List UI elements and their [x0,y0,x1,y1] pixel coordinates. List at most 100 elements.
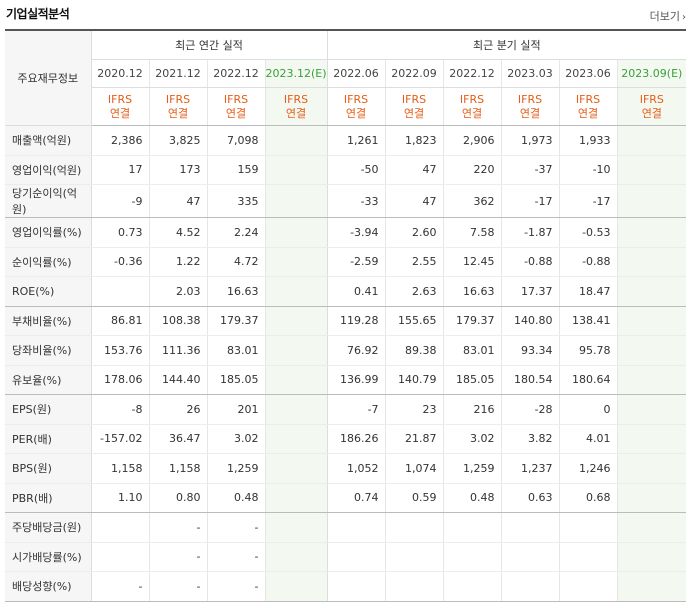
table-cell: 0.48 [206,483,265,513]
table-cell: 111.36 [148,335,207,366]
table-cell [616,155,687,185]
accounting-standard-type: IFRS [639,92,664,106]
table-cell: 86.81 [91,306,149,336]
table-cell: -0.88 [558,247,618,277]
accounting-standard-scope: 연결 [285,106,307,120]
accounting-standard-type: IFRS [517,92,543,106]
row-label: 당기순이익(억원) [5,184,92,218]
table-cell: -8 [91,394,149,425]
table-cell [616,571,687,602]
accounting-standard-scope: 연결 [109,106,131,120]
table-cell [384,542,444,572]
label-column-header: 주요재무정보 [5,29,92,126]
accounting-standard-type: IFRS [343,92,369,106]
table-cell: 0.59 [384,483,444,513]
table-cell: 185.05 [442,365,502,395]
row-label: 당좌비율(%) [5,335,92,366]
period-header: 2020.12 [91,59,149,88]
table-row: 부채비율(%) 86.81 108.38 179.37 119.28 155.65 179.… [5,306,687,336]
table-cell: 179.37 [442,306,502,336]
table-cell: 335 [206,184,265,218]
row-label: 부채비율(%) [5,306,92,336]
table-cell: -0.36 [91,247,149,277]
row-label: ROE(%) [5,276,92,307]
table-cell: 4.72 [206,247,265,277]
table-cell: 0.80 [148,483,207,513]
accounting-standard-scope: 연결 [167,106,189,120]
table-cell: 362 [442,184,502,218]
table-cell: 140.80 [500,306,560,336]
table-cell: 3.02 [442,424,502,454]
table-row: 유보율(%) 178.06 144.40 185.05 136.99 140.79 185.… [5,365,687,395]
table-cell: 178.06 [91,365,149,395]
table-cell: - [206,512,265,543]
table-cell [616,424,687,454]
table-cell: 4.52 [148,217,207,248]
table-cell: 47 [148,184,207,218]
table-cell: 108.38 [148,306,207,336]
period-header: 2022.06 [326,59,386,88]
table-cell: 4.01 [558,424,618,454]
table-cell [264,125,328,156]
table-cell: 1.10 [91,483,149,513]
table-cell: 140.79 [384,365,444,395]
table-cell: 180.64 [558,365,618,395]
accounting-standard: IFRS 연결 [91,87,149,126]
table-cell: 3.02 [206,424,265,454]
table-row: 당기순이익(억원) -9 47 335 -33 47 362 -17 -17 [5,184,687,218]
table-cell [616,365,687,395]
financial-summary-widget: 기업실적분석 더보기 › 주요재무정보 최근 연간 실적 최근 분기 실적 2020.1… [5,7,687,602]
table-cell [616,483,687,513]
table-cell: 36.47 [148,424,207,454]
accounting-standard: IFRS 연결 [442,87,502,126]
more-link-label[interactable]: 더보기 [649,10,680,23]
row-label: EPS(원) [5,394,92,425]
table-row: 영업이익(억원) 17 173 159 -50 47 220 -37 -10 [5,155,687,185]
table-cell: 220 [442,155,502,185]
period-header: 2023.03 [500,59,560,88]
table-cell [326,571,386,602]
period-header: 2023.09(E) [616,59,687,88]
table-cell: 7,098 [206,125,265,156]
accounting-standard-type: IFRS [401,92,427,106]
table-cell: 0.48 [442,483,502,513]
accounting-standard-scope: 연결 [577,106,599,120]
accounting-standard-scope: 연결 [403,106,425,120]
table-cell: 93.34 [500,335,560,366]
table-cell [616,217,687,248]
row-label: PER(배) [5,424,92,454]
table-cell: -7 [326,394,386,425]
accounting-standard: IFRS 연결 [206,87,265,126]
table-row: 영업이익률(%) 0.73 4.52 2.24 -3.94 2.60 7.58 -1.87 -0… [5,217,687,248]
table-cell: - [148,542,207,572]
table-row: 배당성향(%) - - - [5,571,687,602]
table-cell [500,542,560,572]
table-cell [616,542,687,572]
period-header: 2022.12 [442,59,502,88]
table-cell: 0.41 [326,276,386,307]
more-link[interactable]: 더보기 › [650,8,686,24]
accounting-standard: IFRS 연결 [616,87,687,126]
table-cell: 136.99 [326,365,386,395]
table-cell [264,365,328,395]
table-cell [264,424,328,454]
table-cell: 1,052 [326,453,386,484]
accounting-standard-scope: 연결 [225,106,247,120]
table-cell [264,483,328,513]
row-label: 유보율(%) [5,365,92,395]
table-cell: 155.65 [384,306,444,336]
table-cell: 216 [442,394,502,425]
chevron-right-icon: › [682,12,686,23]
table-cell: 153.76 [91,335,149,366]
table-cell: 83.01 [206,335,265,366]
table-cell: 26 [148,394,207,425]
accounting-standard-type: IFRS [223,92,249,106]
table-cell: 12.45 [442,247,502,277]
table-cell: -3.94 [326,217,386,248]
table-cell: -28 [500,394,560,425]
table-cell [384,512,444,543]
row-label: PBR(배) [5,483,92,513]
table-cell: 2.03 [148,276,207,307]
table-cell: 138.41 [558,306,618,336]
table-cell [384,571,444,602]
